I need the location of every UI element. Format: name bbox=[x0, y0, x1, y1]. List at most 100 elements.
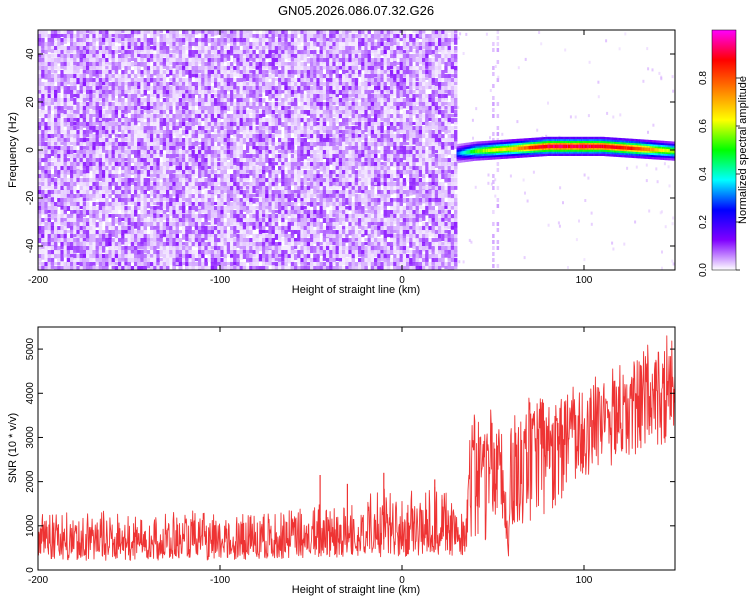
spectrogram-noise-cell bbox=[227, 210, 230, 213]
spectrogram-noise-cell bbox=[166, 94, 169, 98]
spectrogram-noise-cell bbox=[54, 66, 57, 70]
spectrogram-noise-cell bbox=[214, 82, 217, 88]
spectrogram-noise-cell bbox=[166, 38, 169, 45]
spectrogram-noise-cell bbox=[224, 122, 227, 126]
spectrogram-noise-cell bbox=[131, 150, 134, 154]
spectrogram-noise-cell bbox=[102, 78, 105, 83]
spectrogram-noise-cell bbox=[294, 170, 297, 175]
spectrogram-noise-cell bbox=[128, 62, 131, 66]
spectrogram-noise-cell bbox=[44, 138, 47, 141]
spectrogram-noise-cell bbox=[297, 106, 300, 110]
spectrogram-noise-cell bbox=[208, 130, 211, 135]
spectrogram-noise-cell bbox=[313, 198, 316, 202]
spectrogram-noise-cell bbox=[128, 130, 131, 134]
spectrogram-noise-cell bbox=[198, 158, 201, 163]
spectrogram-noise-cell bbox=[300, 54, 303, 61]
spectrogram-noise-cell bbox=[304, 178, 307, 185]
spectrogram-noise-cell bbox=[220, 194, 223, 198]
spectrogram-noise-cell bbox=[204, 234, 207, 240]
spectrogram-noise-cell bbox=[44, 30, 47, 37]
spectrogram-noise-cell bbox=[96, 30, 99, 38]
spectrogram-noise-cell bbox=[112, 130, 115, 133]
spectrogram-noise-cell bbox=[240, 78, 243, 82]
spectrogram-noise-cell bbox=[54, 142, 57, 145]
spectrogram-noise-cell bbox=[262, 74, 265, 78]
spectrogram-noise-cell bbox=[316, 126, 319, 130]
spectrogram-noise-cell bbox=[76, 130, 79, 134]
spectrogram-noise-cell bbox=[320, 230, 323, 233]
spectrogram-noise-cell bbox=[259, 50, 262, 54]
spectrogram-noise-cell bbox=[86, 158, 89, 167]
spectrogram-noise-cell bbox=[307, 150, 310, 156]
spectrogram-noise-cell bbox=[115, 262, 118, 265]
spectrogram-noise-cell bbox=[217, 122, 220, 126]
spectrogram-noise-cell bbox=[172, 162, 175, 165]
spectrogram-noise-cell bbox=[227, 38, 230, 43]
spectrogram-noise-cell bbox=[60, 182, 63, 186]
spectrogram-noise-cell bbox=[176, 90, 179, 94]
spectrogram-noise-cell bbox=[89, 242, 92, 246]
spectrogram-noise-cell bbox=[115, 134, 118, 137]
spectrogram-noise-cell bbox=[304, 34, 307, 42]
spectrogram-noise-cell bbox=[163, 194, 166, 198]
spectrogram-noise-cell bbox=[147, 54, 150, 58]
spectrogram-noise-cell bbox=[284, 114, 287, 118]
spectrogram-noise-cell bbox=[147, 134, 150, 138]
spectrogram-noise-cell bbox=[57, 202, 60, 206]
spectrogram-noise-cell bbox=[137, 58, 140, 61]
spectrogram-noise-cell bbox=[192, 238, 195, 242]
spectrogram-noise-cell bbox=[86, 74, 89, 78]
spectrogram-noise-cell bbox=[134, 178, 137, 181]
spectrogram-noise-cell bbox=[169, 202, 172, 206]
spectrogram-noise-cell bbox=[220, 238, 223, 243]
spectrogram-noise-cell bbox=[144, 226, 147, 230]
spectrogram-noise-cell bbox=[67, 230, 70, 233]
spectrogram-noise-cell bbox=[281, 158, 284, 162]
spectrogram-noise-cell bbox=[243, 150, 246, 158]
spectrogram-noise-cell bbox=[246, 50, 249, 54]
spectrogram-noise-cell bbox=[147, 194, 150, 198]
spectrogram-noise-cell bbox=[185, 54, 188, 59]
spectrogram-noise-cell bbox=[112, 166, 115, 171]
spectrogram-noise-cell bbox=[227, 106, 230, 111]
spectrogram-noise-cell bbox=[217, 134, 220, 137]
spectrogram-noise-cell bbox=[121, 218, 124, 221]
spectrogram-noise-cell bbox=[211, 30, 214, 37]
spectrogram-noise-cell bbox=[121, 210, 124, 213]
spectrogram-noise-cell bbox=[182, 210, 185, 213]
spectrogram-noise-cell bbox=[291, 146, 294, 150]
spectrogram-noise-cell bbox=[86, 98, 89, 101]
spectrogram-noise-cell bbox=[150, 66, 153, 69]
spectrogram-noise-cell bbox=[51, 222, 54, 227]
spectrogram-noise-cell bbox=[192, 142, 195, 146]
spectrogram-noise-cell bbox=[240, 110, 243, 114]
spectrogram-noise-cell bbox=[300, 50, 303, 55]
spectrogram-noise-cell bbox=[188, 54, 191, 58]
spectrogram-noise-cell bbox=[144, 130, 147, 133]
spectrogram-noise-cell bbox=[240, 190, 243, 194]
spectrogram-noise-cell bbox=[230, 102, 233, 106]
spectrogram-noise-cell bbox=[256, 178, 259, 182]
spectrogram-noise-cell bbox=[208, 82, 211, 86]
spectrogram-noise-cell bbox=[131, 182, 134, 185]
spectrogram-noise-cell bbox=[227, 242, 230, 251]
spectrogram-noise-cell bbox=[291, 94, 294, 97]
spectrogram-noise-cell bbox=[73, 118, 76, 122]
spectrogram-noise-cell bbox=[313, 106, 316, 111]
spectrogram-noise-cell bbox=[192, 198, 195, 201]
spectrogram-noise-cell bbox=[160, 138, 163, 145]
spectrogram-noise-cell bbox=[140, 242, 143, 247]
spectrogram-noise-cell bbox=[140, 102, 143, 105]
spectrogram-noise-cell bbox=[198, 38, 201, 42]
spectrogram-noise-cell bbox=[288, 70, 291, 74]
spectrogram-noise-cell bbox=[73, 210, 76, 214]
spectrogram-noise-cell bbox=[284, 86, 287, 91]
spectrogram-noise-cell bbox=[256, 234, 259, 238]
spectrogram-noise-cell bbox=[294, 58, 297, 62]
spectrogram-noise-cell bbox=[92, 170, 95, 174]
spectrogram-noise-cell bbox=[240, 118, 243, 126]
spectrogram-noise-cell bbox=[169, 258, 172, 265]
spectrogram-noise-cell bbox=[185, 222, 188, 227]
spectrogram-noise-cell bbox=[128, 46, 131, 49]
spectrogram-noise-cell bbox=[108, 242, 111, 246]
